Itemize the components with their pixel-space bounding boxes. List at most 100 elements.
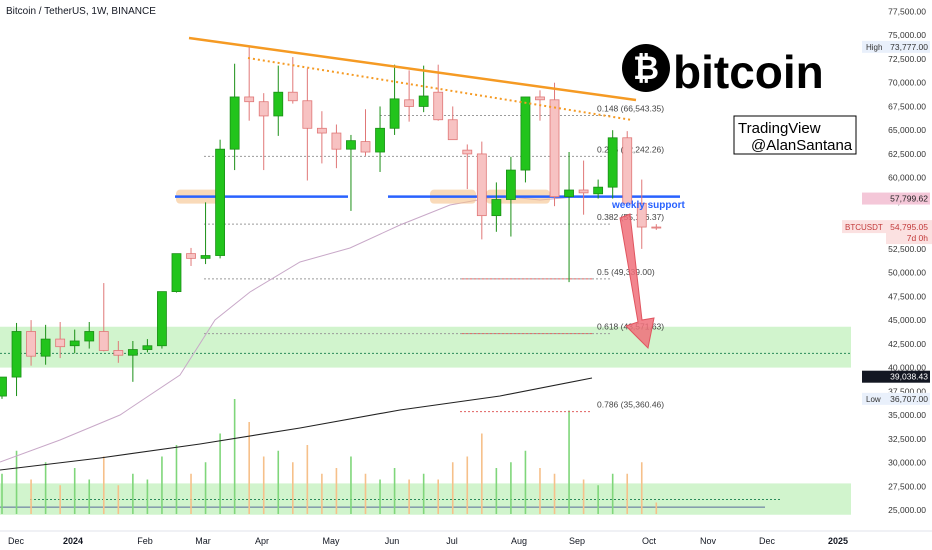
candle-body	[113, 350, 124, 356]
candle[interactable]	[564, 152, 574, 283]
fib-level-label: 0.5 (49,339.00)	[597, 267, 655, 277]
candle[interactable]	[142, 339, 153, 353]
candle-body	[535, 96, 545, 101]
candle[interactable]	[622, 131, 633, 205]
volume-layer	[1, 399, 658, 514]
candle-body	[622, 137, 633, 204]
candle-body	[433, 91, 444, 121]
candle[interactable]	[447, 106, 458, 141]
candle[interactable]	[578, 160, 589, 215]
btc-price-tag: 54,795.05	[890, 222, 928, 232]
candle[interactable]	[360, 109, 371, 156]
candle[interactable]	[186, 247, 196, 266]
candle-body	[142, 345, 153, 350]
candle[interactable]	[418, 65, 429, 113]
volume-bar	[1, 473, 3, 514]
candle[interactable]	[0, 376, 7, 399]
time-tick-label: Apr	[255, 536, 269, 546]
orange-price-tag-bg	[862, 192, 930, 205]
candle[interactable]	[491, 182, 502, 232]
dark-price-tag-bg	[862, 370, 930, 383]
volume-bar	[59, 485, 61, 514]
candle[interactable]	[26, 320, 36, 366]
candle[interactable]	[302, 68, 313, 181]
candle[interactable]	[607, 130, 618, 199]
candle[interactable]	[40, 324, 51, 365]
weekly-support-label: weekly support	[611, 200, 685, 211]
candle[interactable]	[113, 340, 124, 363]
volume-bar	[422, 473, 425, 514]
candle[interactable]	[98, 283, 109, 352]
candle[interactable]	[331, 124, 342, 169]
candle[interactable]	[215, 139, 226, 259]
long-moving-average	[0, 377, 593, 471]
candle[interactable]	[433, 64, 444, 121]
candle[interactable]	[636, 179, 647, 249]
candle[interactable]	[375, 106, 385, 172]
candle[interactable]	[520, 96, 531, 183]
candle[interactable]	[273, 65, 284, 136]
candle[interactable]	[346, 134, 356, 211]
price-tick-label: 70,000.00	[888, 78, 926, 88]
candle[interactable]	[84, 321, 95, 349]
plot-background	[0, 0, 860, 550]
btc-time-left: 7d 0h	[907, 233, 929, 243]
candle-body	[651, 226, 662, 229]
candle[interactable]	[258, 93, 269, 171]
candle[interactable]	[229, 63, 240, 171]
volume-bar	[132, 473, 134, 514]
time-tick-label: Dec	[8, 536, 25, 546]
volume-bar	[117, 485, 120, 514]
bitcoin-logo-word: bitcoin	[673, 46, 824, 98]
candle-body	[375, 127, 385, 153]
candle-body	[491, 199, 502, 217]
price-tick-label: 65,000.00	[888, 125, 926, 135]
candle[interactable]	[462, 144, 473, 190]
candle[interactable]	[404, 70, 415, 122]
candle[interactable]	[593, 179, 604, 199]
time-tick-label: Mar	[195, 536, 211, 546]
candle[interactable]	[476, 141, 487, 240]
candle-body	[418, 95, 429, 107]
volume-bar	[640, 462, 643, 514]
bitcoin-logo-glyph: ₿	[633, 50, 659, 86]
volume-bar	[15, 450, 18, 514]
candle[interactable]	[171, 253, 182, 293]
candle-body	[462, 149, 473, 155]
candle-body	[157, 291, 167, 347]
candle[interactable]	[11, 322, 22, 397]
candle[interactable]	[69, 329, 80, 354]
candle[interactable]	[651, 224, 662, 230]
candle-body	[476, 153, 487, 217]
candle[interactable]	[55, 321, 66, 359]
low-tag-bg	[862, 392, 930, 405]
time-tick-label: Dec	[759, 536, 776, 546]
candle-body	[287, 91, 298, 102]
candle-body	[505, 169, 516, 200]
candle-body	[127, 349, 138, 356]
candle-body	[302, 100, 313, 129]
price-axis-panel	[861, 0, 932, 550]
price-tick-label: 35,000.00	[888, 410, 926, 420]
time-tick-label: Jul	[446, 536, 458, 546]
price-axis-layer: 77,500.00 75,000.00 72,500.00 70,000.00 67,5…	[842, 0, 932, 550]
candle[interactable]	[549, 82, 560, 207]
candles-layer	[0, 46, 662, 399]
fib-level-label: 0.786 (35,360.46)	[597, 400, 664, 410]
candle[interactable]	[505, 156, 516, 237]
candle[interactable]	[157, 291, 167, 349]
price-tick-label: 30,000.00	[888, 458, 926, 468]
high-tag-value: 73,777.00	[890, 42, 928, 52]
volume-bar	[306, 445, 309, 514]
price-tick-label: 50,000.00	[888, 268, 926, 278]
volume-bar	[190, 473, 192, 514]
candle[interactable]	[200, 202, 211, 265]
volume-bar	[451, 462, 454, 514]
candle[interactable]	[316, 111, 327, 164]
candle[interactable]	[389, 64, 400, 135]
credit-line2: @AlanSantana	[751, 137, 853, 154]
candle[interactable]	[127, 340, 138, 382]
bearish-arrow	[619, 213, 655, 350]
